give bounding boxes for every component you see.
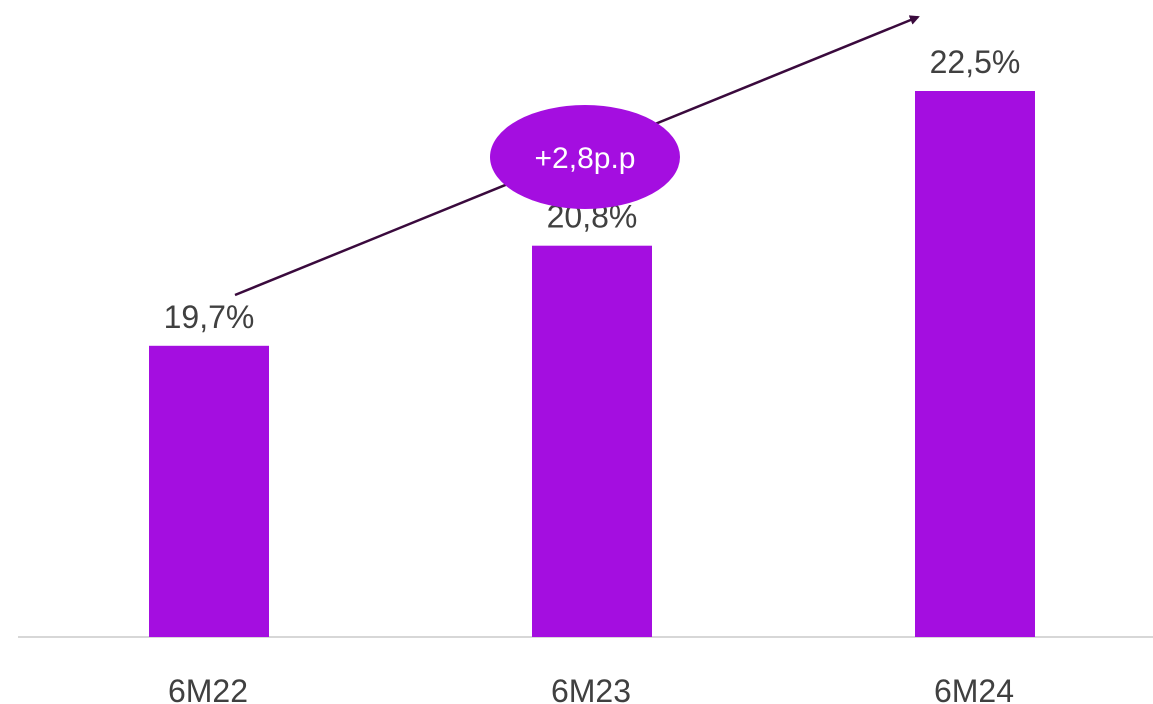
x-tick-label-6m23: 6M23 (551, 673, 631, 704)
value-label-6m24: 22,5% (930, 44, 1021, 80)
bars-group (149, 91, 1035, 637)
value-labels-group: 19,7%20,8%22,5% (164, 44, 1021, 335)
bar-6m24 (915, 91, 1035, 637)
x-tick-label-6m24: 6M24 (934, 673, 1014, 704)
value-label-6m22: 19,7% (164, 299, 255, 335)
bar-6m23 (532, 245, 652, 637)
trend-callout-badge (490, 105, 680, 209)
trend-callout-text: +2,8p.p (535, 142, 636, 175)
x-tick-label-6m22: 6M22 (168, 673, 248, 704)
x-tick-labels-group: 6M22 6M23 6M24 (168, 673, 1014, 704)
bar-6m22 (149, 345, 269, 637)
